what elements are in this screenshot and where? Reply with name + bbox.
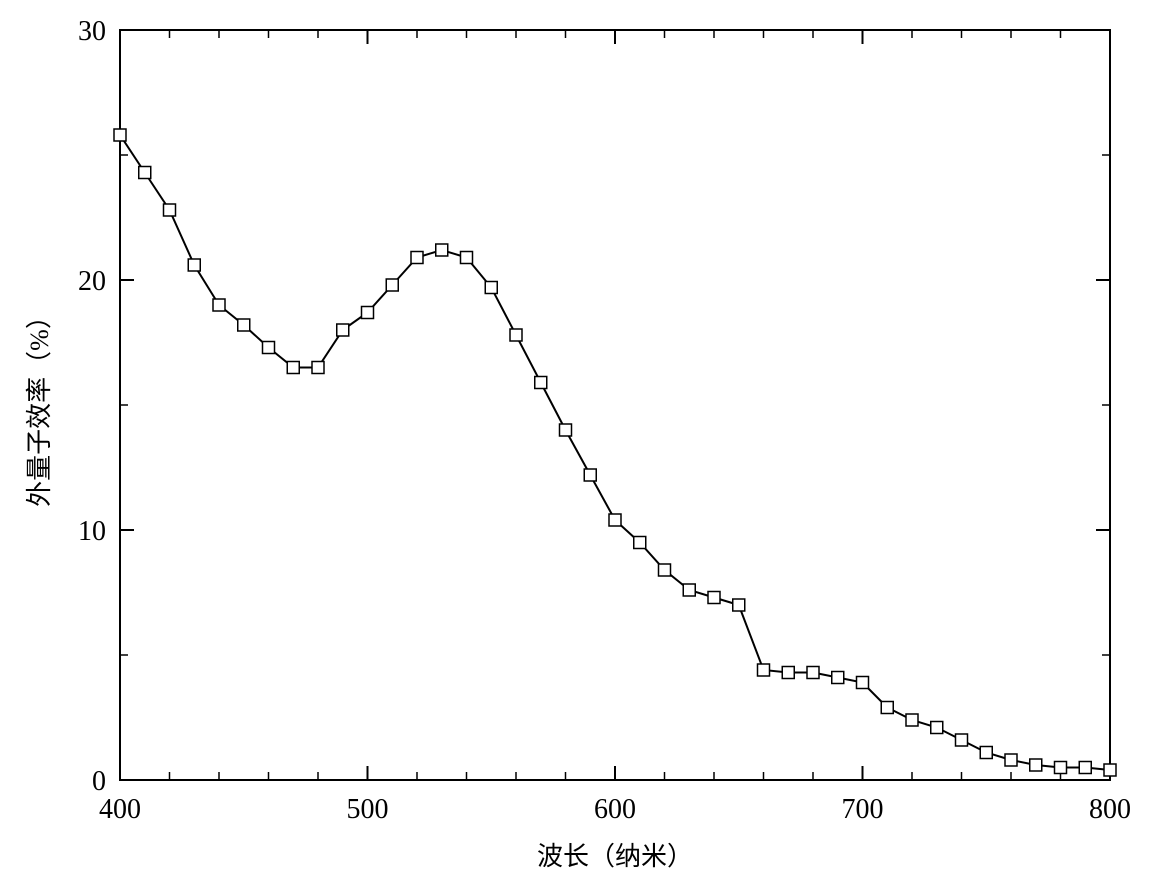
- data-marker: [1079, 762, 1091, 774]
- data-marker: [386, 279, 398, 291]
- y-tick-label: 0: [92, 766, 106, 797]
- x-tick-label: 800: [1089, 794, 1131, 825]
- data-marker: [906, 714, 918, 726]
- data-marker: [980, 747, 992, 759]
- data-marker: [337, 324, 349, 336]
- data-marker: [857, 677, 869, 689]
- data-marker: [733, 599, 745, 611]
- data-marker: [436, 244, 448, 256]
- data-line: [120, 135, 1110, 770]
- x-axis-label: 波长（纳米）: [537, 842, 693, 871]
- data-marker: [411, 252, 423, 264]
- x-tick-label: 700: [842, 794, 884, 825]
- data-marker: [807, 667, 819, 679]
- data-marker: [758, 664, 770, 676]
- data-marker: [1055, 762, 1067, 774]
- data-marker: [213, 299, 225, 311]
- data-marker: [287, 362, 299, 374]
- data-marker: [1030, 759, 1042, 771]
- y-tick-label: 20: [78, 266, 106, 297]
- data-marker: [881, 702, 893, 714]
- data-marker: [188, 259, 200, 271]
- data-marker: [708, 592, 720, 604]
- y-axis-label: 外量子效率（%）: [25, 303, 54, 507]
- data-marker: [263, 342, 275, 354]
- data-marker: [485, 282, 497, 294]
- data-marker: [114, 129, 126, 141]
- y-tick-label: 30: [78, 16, 106, 47]
- data-marker: [634, 537, 646, 549]
- data-marker: [956, 734, 968, 746]
- data-marker: [1005, 754, 1017, 766]
- data-marker: [832, 672, 844, 684]
- data-marker: [1104, 764, 1116, 776]
- data-marker: [683, 584, 695, 596]
- data-marker: [139, 167, 151, 179]
- data-marker: [609, 514, 621, 526]
- x-tick-label: 600: [594, 794, 636, 825]
- data-marker: [312, 362, 324, 374]
- data-marker: [238, 319, 250, 331]
- data-marker: [362, 307, 374, 319]
- data-marker: [535, 377, 547, 389]
- x-tick-label: 500: [347, 794, 389, 825]
- eqe-chart: 400 500 600 700 800 0 10 20 30 波长（纳米） 外量子效率（%）: [0, 0, 1151, 884]
- data-marker: [461, 252, 473, 264]
- data-marker: [584, 469, 596, 481]
- data-marker: [659, 564, 671, 576]
- data-marker: [782, 667, 794, 679]
- chart-svg: 400 500 600 700 800 0 10 20 30 波长（纳米） 外量子效率（%）: [0, 0, 1151, 884]
- y-tick-label: 10: [78, 516, 106, 547]
- x-tick-label: 400: [99, 794, 141, 825]
- data-marker: [164, 204, 176, 216]
- data-marker: [931, 722, 943, 734]
- data-marker: [560, 424, 572, 436]
- data-marker: [510, 329, 522, 341]
